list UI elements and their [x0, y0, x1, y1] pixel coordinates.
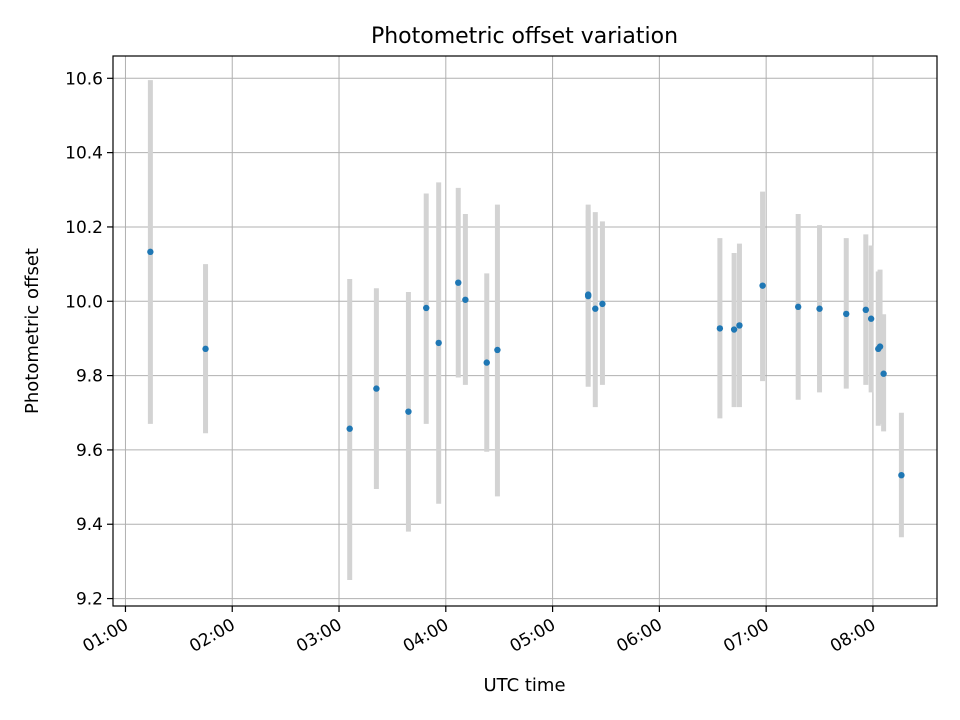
data-point [736, 322, 743, 329]
y-tick-label: 9.4 [76, 515, 103, 535]
data-point [423, 304, 430, 312]
data-point [599, 300, 606, 308]
data-point [373, 385, 380, 392]
data-point [843, 310, 850, 318]
data-point [716, 325, 724, 332]
x-tick-label: 01:00 [80, 615, 132, 657]
x-tick-label: 06:00 [613, 615, 665, 657]
data-point [462, 296, 469, 303]
data-point [202, 345, 209, 353]
data-point [592, 305, 599, 312]
data-point [435, 339, 442, 347]
y-tick-label: 9.2 [76, 590, 103, 610]
data-point [147, 248, 154, 256]
x-tick-label: 02:00 [186, 615, 238, 657]
y-tick-label: 9.6 [76, 441, 103, 461]
data-point [730, 326, 738, 333]
x-tick-label: 05:00 [507, 615, 559, 657]
y-tick-label: 10.4 [65, 144, 103, 164]
y-tick-label: 10.0 [65, 292, 103, 312]
plot-frame [112, 55, 938, 607]
data-points [147, 248, 905, 479]
data-point [483, 359, 490, 366]
data-point [880, 370, 887, 377]
y-axis: 9.2 9.4 9.6 9.8 10.0 10.2 10.4 10.6 [65, 69, 113, 610]
data-point [898, 471, 905, 479]
x-axis-label: UTC time [483, 675, 565, 696]
data-point [494, 346, 501, 354]
x-tick-label: 03:00 [293, 615, 345, 657]
y-axis-label: Photometric offset [22, 248, 43, 414]
y-tick-label: 9.8 [76, 367, 103, 387]
x-tick-label: 07:00 [720, 615, 772, 657]
data-point [816, 305, 823, 312]
y-tick-label: 10.2 [65, 218, 103, 238]
x-axis: 01:00 02:00 03:00 04:00 05:00 06:00 07:00 08:00 [80, 606, 879, 657]
data-point [876, 343, 884, 350]
data-point [455, 279, 462, 286]
y-tick-label: 10.6 [65, 69, 103, 89]
x-tick-label: 04:00 [400, 615, 452, 657]
data-point [584, 291, 592, 298]
error-bars [147, 80, 904, 580]
data-point [867, 315, 875, 322]
data-point [405, 408, 412, 415]
chart-title: Photometric offset variation [371, 24, 678, 49]
data-point [794, 303, 802, 311]
grid [113, 56, 937, 606]
data-point [346, 425, 353, 432]
data-point [862, 306, 870, 314]
data-point [759, 282, 766, 289]
x-tick-label: 08:00 [827, 615, 879, 657]
